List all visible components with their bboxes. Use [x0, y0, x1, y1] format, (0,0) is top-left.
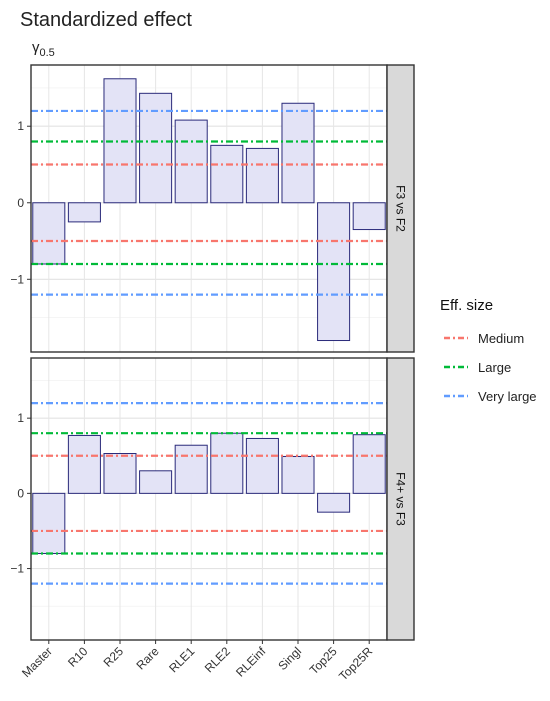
bar-top25r	[352, 202, 386, 231]
legend-title: Eff. size	[440, 297, 493, 314]
y-tick-label: 0	[17, 196, 24, 210]
bar-top25	[317, 202, 351, 342]
y-axis-label-main: γ	[32, 39, 40, 56]
facet-panel: −1 0 1 F3 vs F2	[10, 64, 415, 353]
facet-panels: −1 0 1 F3 vs F2 −1 0 1 F4+ vs F3	[10, 64, 415, 641]
bar-rare	[139, 470, 173, 494]
bar-rare	[139, 92, 173, 204]
x-tick-label: R10	[65, 644, 91, 670]
bar-singl	[281, 102, 315, 204]
bar-rleinf	[245, 437, 279, 494]
bar-rle2	[210, 144, 244, 204]
bar-rle1	[174, 444, 208, 494]
y-tick-label: 0	[17, 486, 24, 500]
bar-r10	[67, 434, 101, 494]
chart-title: Standardized effect	[20, 9, 192, 31]
bar-r25	[103, 453, 137, 494]
x-tick-label: R25	[101, 644, 127, 670]
bar-r10	[67, 202, 101, 223]
facet-strip-label: F4+ vs F3	[394, 472, 408, 526]
facet-panel: −1 0 1 F4+ vs F3	[10, 357, 415, 641]
x-tick-label: Master	[19, 644, 55, 680]
y-axis-label: γ0.5	[32, 39, 55, 59]
y-tick-label: 1	[17, 119, 24, 133]
bar-rleinf	[245, 147, 279, 204]
y-tick-label: −1	[10, 562, 24, 576]
facet-strip	[386, 357, 415, 641]
y-tick-label: 1	[17, 411, 24, 425]
x-tick-label: Singl	[275, 644, 304, 673]
x-tick-label: Rare	[133, 644, 162, 673]
x-tick-label: RLEinf	[233, 644, 269, 680]
bar-master	[32, 492, 66, 555]
facet-strip-label: F3 vs F2	[394, 185, 408, 232]
legend-label: Very large	[478, 389, 537, 404]
bar-top25	[317, 492, 351, 513]
facet-strip	[386, 64, 415, 353]
x-tick-label: RLE2	[202, 644, 233, 675]
bar-singl	[281, 456, 315, 494]
x-tick-label: RLE1	[166, 644, 197, 675]
y-tick-label: −1	[10, 272, 24, 286]
y-axis-label-sub: 0.5	[40, 47, 55, 59]
x-tick-label: Top25R	[336, 644, 375, 683]
x-tick-label: Top25	[307, 644, 340, 677]
legend-label: Medium	[478, 331, 524, 346]
x-axis: Master R10 R25 Rare RLE1 RLE2 RLEinf Singl Top25…	[19, 640, 376, 683]
bar-rle2	[210, 432, 244, 494]
legend-label: Large	[478, 360, 511, 375]
bar-master	[32, 202, 66, 265]
legend: Eff. size Medium Large Very large	[440, 297, 537, 404]
bar-rle1	[174, 119, 208, 204]
bar-top25r	[352, 434, 386, 494]
